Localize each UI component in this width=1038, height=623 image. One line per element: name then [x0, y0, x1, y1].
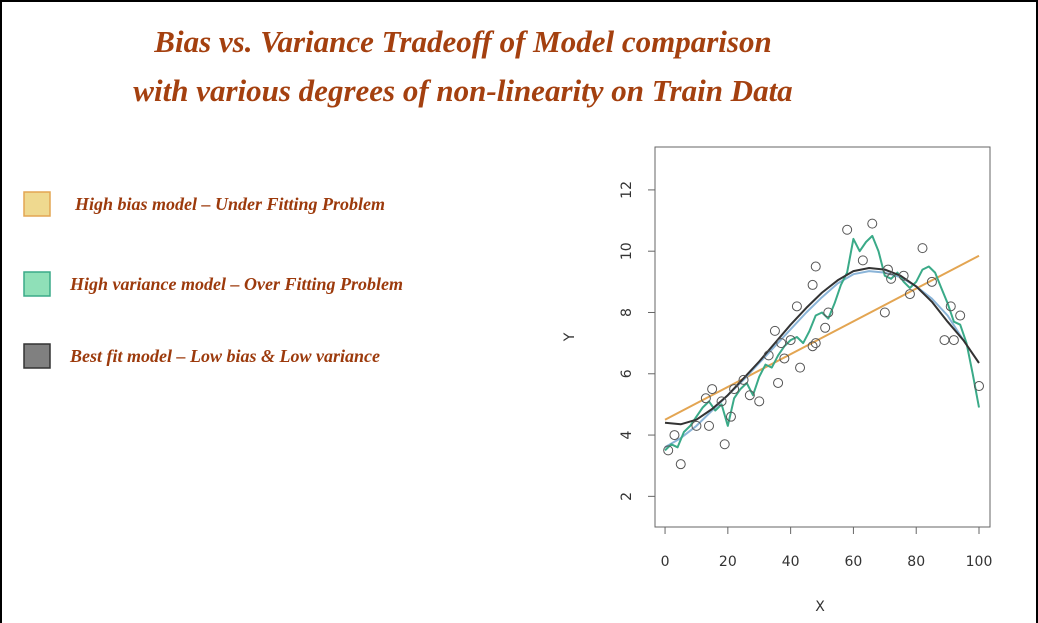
data-point: [785, 335, 796, 346]
y-tick-label: 2: [619, 492, 635, 501]
data-point: [773, 377, 784, 388]
data-point: [945, 301, 956, 312]
y-tick-label: 4: [619, 431, 635, 440]
y-tick-label: 10: [619, 242, 635, 260]
model-line: [664, 270, 965, 449]
data-point: [725, 411, 736, 422]
x-tick-label: 80: [907, 554, 925, 570]
plot-box: [654, 146, 991, 528]
data-point: [795, 362, 806, 373]
data-point: [879, 307, 890, 318]
data-point: [926, 276, 937, 287]
data-point: [763, 350, 774, 361]
data-point: [820, 322, 831, 333]
model-line: [664, 234, 980, 452]
data-point: [823, 307, 834, 318]
data-point: [810, 261, 821, 272]
x-axis-label: X: [815, 599, 825, 615]
data-point: [769, 325, 780, 336]
data-point: [691, 420, 702, 431]
legend-swatch: [23, 343, 51, 369]
data-point: [744, 390, 755, 401]
data-point: [948, 335, 959, 346]
data-point: [719, 439, 730, 450]
legend-swatch: [23, 191, 51, 217]
model-line: [664, 254, 980, 421]
x-tick-label: 100: [966, 554, 993, 570]
data-point: [779, 353, 790, 364]
x-tick-label: 0: [661, 554, 670, 570]
data-point: [807, 279, 818, 290]
x-tick-label: 60: [845, 554, 863, 570]
data-point: [882, 264, 893, 275]
data-point: [939, 335, 950, 346]
data-point: [704, 420, 715, 431]
legend-label: High bias model – Under Fitting Problem: [74, 194, 385, 214]
data-point: [955, 310, 966, 321]
data-point: [807, 341, 818, 352]
legend-swatch: [23, 271, 51, 297]
y-tick-label: 12: [619, 181, 635, 199]
y-axis-label: Y: [562, 332, 578, 342]
y-tick-label: 8: [619, 308, 635, 317]
data-point: [867, 218, 878, 229]
data-point: [700, 393, 711, 404]
model-line: [664, 267, 980, 426]
data-point: [738, 374, 749, 385]
x-tick-label: 40: [782, 554, 800, 570]
title-line: with various degrees of non-linearity on…: [133, 73, 792, 108]
data-point: [791, 301, 802, 312]
data-point: [810, 338, 821, 349]
x-tick-label: 20: [719, 554, 737, 570]
data-point: [917, 243, 928, 254]
data-point: [716, 396, 727, 407]
data-point: [663, 445, 674, 456]
y-tick-label: 6: [619, 369, 635, 378]
data-point: [754, 396, 765, 407]
title-line: Bias vs. Variance Tradeoff of Model comp…: [153, 24, 771, 59]
data-point: [675, 459, 686, 470]
data-point: [886, 273, 897, 284]
data-point: [857, 255, 868, 266]
data-point: [904, 289, 915, 300]
data-point: [729, 384, 740, 395]
data-point: [898, 270, 909, 281]
legend-label: Best fit model – Low bias & Low variance: [69, 346, 380, 366]
data-point: [669, 430, 680, 441]
data-point: [776, 338, 787, 349]
data-point: [842, 224, 853, 235]
data-point: [974, 381, 985, 392]
data-point: [707, 384, 718, 395]
legend-label: High variance model – Over Fitting Probl…: [69, 274, 403, 294]
